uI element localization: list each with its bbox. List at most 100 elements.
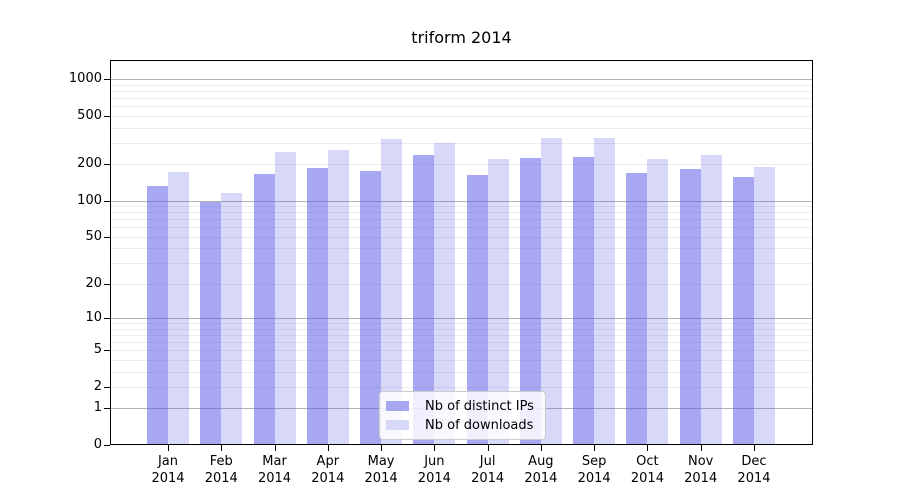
y-tick-mark bbox=[104, 79, 110, 81]
minor-gridline bbox=[110, 84, 813, 86]
y-tick-mark bbox=[104, 115, 110, 117]
x-tick-label: May 2014 bbox=[349, 453, 413, 487]
bar-downloads-oct bbox=[647, 158, 669, 445]
legend: Nb of distinct IPs Nb of downloads bbox=[379, 391, 546, 440]
y-tick-mark bbox=[104, 386, 110, 388]
legend-item-downloads: Nb of downloads bbox=[386, 417, 536, 433]
y-tick-label: 1 bbox=[93, 400, 102, 416]
x-tick-month: Sep bbox=[581, 454, 607, 469]
legend-swatch-distinct-ips bbox=[386, 401, 409, 411]
bar-ips-sep bbox=[573, 156, 595, 445]
x-tick-month: Jun bbox=[424, 454, 445, 469]
x-tick-year: 2014 bbox=[471, 471, 505, 486]
x-tick-year: 2014 bbox=[311, 471, 345, 486]
x-tick-month: Aug bbox=[528, 454, 554, 469]
bar-ips-jul bbox=[466, 175, 488, 445]
minor-gridline bbox=[110, 236, 813, 238]
x-tick-year: 2014 bbox=[151, 471, 185, 486]
y-tick-label: 100 bbox=[77, 192, 102, 208]
bar-ips-mar bbox=[253, 174, 275, 445]
minor-gridline bbox=[110, 97, 813, 99]
bar-downloads-jan bbox=[168, 172, 189, 445]
minor-gridline bbox=[110, 328, 813, 330]
minor-gridline bbox=[110, 164, 813, 166]
major-gridline bbox=[110, 79, 813, 81]
x-tick-month: Mar bbox=[262, 454, 287, 469]
bar-downloads-dec bbox=[753, 167, 775, 445]
minor-gridline bbox=[110, 323, 813, 325]
x-tick-year: 2014 bbox=[524, 471, 558, 486]
minor-gridline bbox=[110, 350, 813, 352]
x-tick-month: Feb bbox=[209, 454, 233, 469]
bar-ips-oct bbox=[626, 173, 648, 445]
x-tick-label: Nov 2014 bbox=[669, 453, 733, 487]
minor-gridline bbox=[110, 359, 813, 361]
bar-ips-may bbox=[360, 171, 382, 445]
minor-gridline bbox=[110, 386, 813, 388]
major-gridline bbox=[110, 318, 813, 319]
minor-gridline bbox=[110, 206, 813, 208]
x-tick-month: Oct bbox=[636, 454, 659, 469]
y-tick-mark bbox=[104, 164, 110, 166]
y-tick-mark bbox=[104, 350, 110, 352]
x-tick-year: 2014 bbox=[364, 471, 398, 486]
y-tick-label: 1000 bbox=[68, 71, 102, 87]
x-tick-year: 2014 bbox=[577, 471, 611, 486]
y-tick-label: 2 bbox=[93, 378, 102, 394]
x-tick-mark bbox=[168, 445, 169, 451]
legend-item-distinct-ips: Nb of distinct IPs bbox=[386, 398, 536, 414]
x-tick-month: Nov bbox=[688, 454, 714, 469]
x-tick-label: Apr 2014 bbox=[296, 453, 360, 487]
minor-gridline bbox=[110, 334, 813, 336]
x-tick-label: Feb 2014 bbox=[189, 453, 253, 487]
bar-ips-dec bbox=[732, 177, 754, 445]
bar-downloads-feb bbox=[221, 193, 243, 445]
minor-gridline bbox=[110, 341, 813, 343]
bar-ips-jun bbox=[413, 154, 435, 445]
minor-gridline bbox=[110, 106, 813, 108]
bar-ips-nov bbox=[679, 169, 701, 445]
y-tick-label: 500 bbox=[77, 107, 102, 123]
x-tick-month: Jul bbox=[479, 454, 496, 469]
minor-gridline bbox=[110, 263, 813, 265]
x-tick-mark bbox=[221, 445, 223, 451]
y-tick-label: 5 bbox=[93, 342, 102, 358]
bar-downloads-aug bbox=[540, 137, 562, 445]
bar-ips-jan bbox=[147, 186, 168, 445]
minor-gridline bbox=[110, 248, 813, 250]
bar-downloads-sep bbox=[594, 138, 616, 445]
y-tick-label: 20 bbox=[85, 275, 102, 291]
x-tick-label: Oct 2014 bbox=[615, 453, 679, 487]
bar-downloads-nov bbox=[700, 154, 722, 445]
x-tick-mark bbox=[594, 445, 596, 451]
y-tick-label: 50 bbox=[85, 228, 102, 244]
x-tick-mark bbox=[274, 445, 276, 451]
plot-area bbox=[110, 60, 813, 445]
y-tick-mark bbox=[104, 318, 110, 319]
bar-downloads-mar bbox=[274, 152, 296, 445]
y-tick-label: 200 bbox=[77, 156, 102, 172]
minor-gridline bbox=[110, 227, 813, 229]
x-tick-mark bbox=[381, 445, 383, 451]
bar-downloads-apr bbox=[327, 150, 349, 445]
x-tick-mark bbox=[327, 445, 329, 451]
x-tick-year: 2014 bbox=[684, 471, 718, 486]
bar-ips-aug bbox=[519, 157, 541, 445]
x-tick-month: Jan bbox=[157, 454, 179, 469]
x-tick-label: Jan 2014 bbox=[136, 453, 200, 487]
minor-gridline bbox=[110, 127, 813, 129]
x-tick-mark bbox=[487, 445, 489, 451]
minor-gridline bbox=[110, 115, 813, 117]
chart-title: triform 2014 bbox=[411, 28, 512, 47]
x-tick-mark bbox=[540, 445, 542, 451]
x-tick-mark bbox=[434, 445, 436, 451]
y-tick-mark bbox=[104, 408, 110, 410]
x-tick-label: Mar 2014 bbox=[243, 453, 307, 487]
x-tick-year: 2014 bbox=[630, 471, 664, 486]
bar-ips-apr bbox=[306, 168, 328, 445]
y-tick-label: 0 bbox=[93, 437, 102, 452]
x-tick-year: 2014 bbox=[417, 471, 451, 486]
x-tick-mark bbox=[647, 445, 649, 451]
minor-gridline bbox=[110, 371, 813, 373]
